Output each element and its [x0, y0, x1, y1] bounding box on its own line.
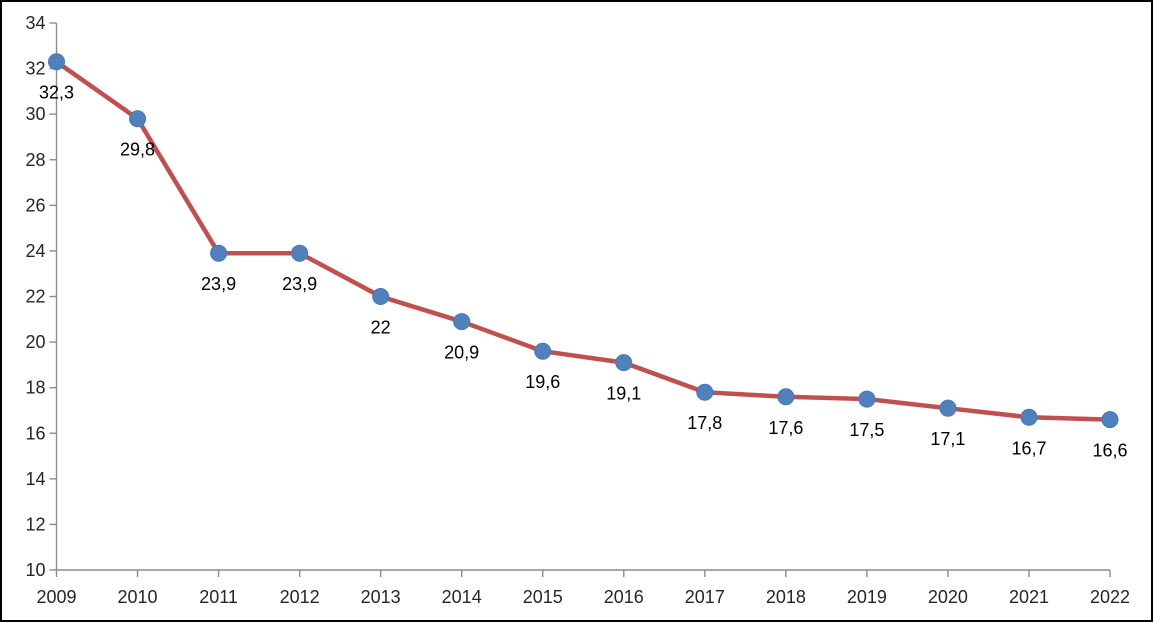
- data-point-label: 17,5: [849, 420, 884, 440]
- data-point-marker: [1101, 411, 1119, 429]
- x-axis-tick-label: 2020: [928, 587, 968, 607]
- x-axis-tick-label: 2009: [36, 587, 76, 607]
- data-point-marker: [939, 399, 957, 417]
- x-axis-tick-label: 2017: [685, 587, 725, 607]
- data-point-label: 19,1: [606, 384, 641, 404]
- x-axis-tick-label: 2012: [280, 587, 320, 607]
- data-point-label: 17,8: [687, 413, 722, 433]
- y-axis-tick-label: 24: [25, 241, 45, 261]
- data-point-marker: [615, 354, 633, 372]
- x-axis-tick-label: 2011: [199, 587, 238, 607]
- data-point-label: 16,6: [1092, 441, 1127, 461]
- y-axis-tick-label: 34: [25, 13, 45, 33]
- data-point-marker: [858, 390, 876, 408]
- y-axis-tick-label: 14: [25, 469, 45, 489]
- x-axis-tick-label: 2016: [604, 587, 644, 607]
- y-axis-tick-label: 28: [25, 150, 45, 170]
- data-point-marker: [129, 110, 147, 128]
- data-point-marker: [696, 383, 714, 401]
- y-axis-tick-label: 18: [25, 378, 45, 398]
- data-point-label: 23,9: [201, 274, 236, 294]
- x-axis-tick-label: 2014: [442, 587, 482, 607]
- y-axis-tick-label: 30: [25, 104, 45, 124]
- x-axis-tick-label: 2010: [118, 587, 158, 607]
- y-axis-tick-label: 20: [25, 332, 45, 352]
- data-point-marker: [777, 388, 795, 406]
- x-axis-tick-label: 2015: [523, 587, 563, 607]
- y-axis-tick-label: 10: [25, 560, 45, 580]
- data-point-marker: [372, 288, 390, 305]
- data-point-marker: [48, 53, 65, 71]
- data-point-label: 32,3: [39, 83, 74, 103]
- data-point-marker: [1020, 408, 1038, 426]
- data-point-marker: [453, 313, 471, 331]
- data-point-label: 17,6: [768, 418, 803, 438]
- data-point-label: 16,7: [1011, 438, 1046, 458]
- y-axis-tick-label: 22: [25, 287, 45, 307]
- data-point-marker: [291, 244, 309, 262]
- x-axis-tick-label: 2018: [766, 587, 806, 607]
- data-point-label: 29,8: [120, 140, 155, 160]
- y-axis-tick-label: 12: [25, 514, 45, 534]
- x-axis-tick-label: 2013: [361, 587, 401, 607]
- data-point-label: 20,9: [444, 343, 479, 363]
- y-axis-tick-label: 32: [25, 59, 45, 79]
- x-axis-tick-label: 2019: [847, 587, 887, 607]
- data-point-label: 19,6: [525, 372, 560, 392]
- series-line: [54, 59, 1113, 422]
- x-axis-tick-label: 2021: [1009, 587, 1049, 607]
- y-axis-tick-label: 16: [25, 423, 45, 443]
- data-point-label: 22: [371, 318, 391, 338]
- data-point-marker: [534, 342, 552, 360]
- x-axis-tick-label: 2022: [1090, 587, 1130, 607]
- data-point-marker: [210, 244, 228, 262]
- data-point-label: 17,1: [930, 429, 965, 449]
- data-point-label: 23,9: [282, 274, 317, 294]
- y-axis-tick-label: 26: [25, 195, 45, 215]
